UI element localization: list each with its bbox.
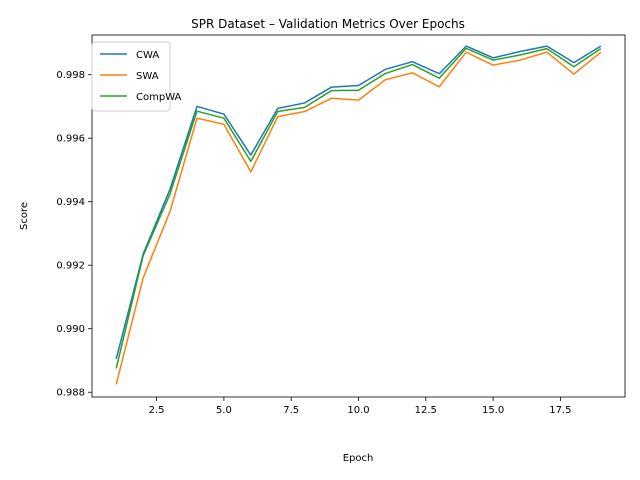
- y-tick-label: 0.994: [56, 197, 85, 208]
- y-tick-label: 0.998: [56, 70, 85, 81]
- plot-area: [115, 45, 602, 385]
- x-tick-label: 17.5: [549, 405, 571, 416]
- y-tick-label: 0.990: [56, 324, 85, 335]
- x-tick-label: 5.0: [216, 405, 232, 416]
- plot-frame: [91, 34, 626, 398]
- series-line-swa: [115, 51, 602, 385]
- legend-label-swa: SWA: [136, 71, 159, 82]
- y-tick-label: 0.988: [56, 388, 85, 399]
- y-axis-ticks: 0.988 0.990 0.992 0.994 0.996 0.998: [56, 70, 92, 399]
- y-axis-label: Score: [19, 202, 30, 230]
- x-tick-label: 15.0: [482, 405, 504, 416]
- x-tick-label: 12.5: [415, 405, 437, 416]
- y-tick-label: 0.996: [56, 134, 85, 145]
- series-line-cwa: [115, 45, 602, 360]
- legend-box: [91, 41, 171, 112]
- legend: CWA SWA CompWA: [91, 41, 182, 112]
- x-tick-label: 7.5: [283, 405, 299, 416]
- legend-label-compwa: CompWA: [136, 92, 182, 103]
- x-axis-label: Epoch: [343, 453, 374, 464]
- legend-label-cwa: CWA: [136, 50, 159, 61]
- chart-title: SPR Dataset – Validation Metrics Over Ep…: [191, 17, 465, 31]
- series-line-compwa: [115, 47, 602, 369]
- x-axis-ticks: 2.5 5.0 7.5 10.0 12.5 15.0 17.5: [149, 397, 572, 416]
- x-tick-label: 10.0: [347, 405, 369, 416]
- y-tick-label: 0.992: [56, 261, 85, 272]
- x-tick-label: 2.5: [149, 405, 165, 416]
